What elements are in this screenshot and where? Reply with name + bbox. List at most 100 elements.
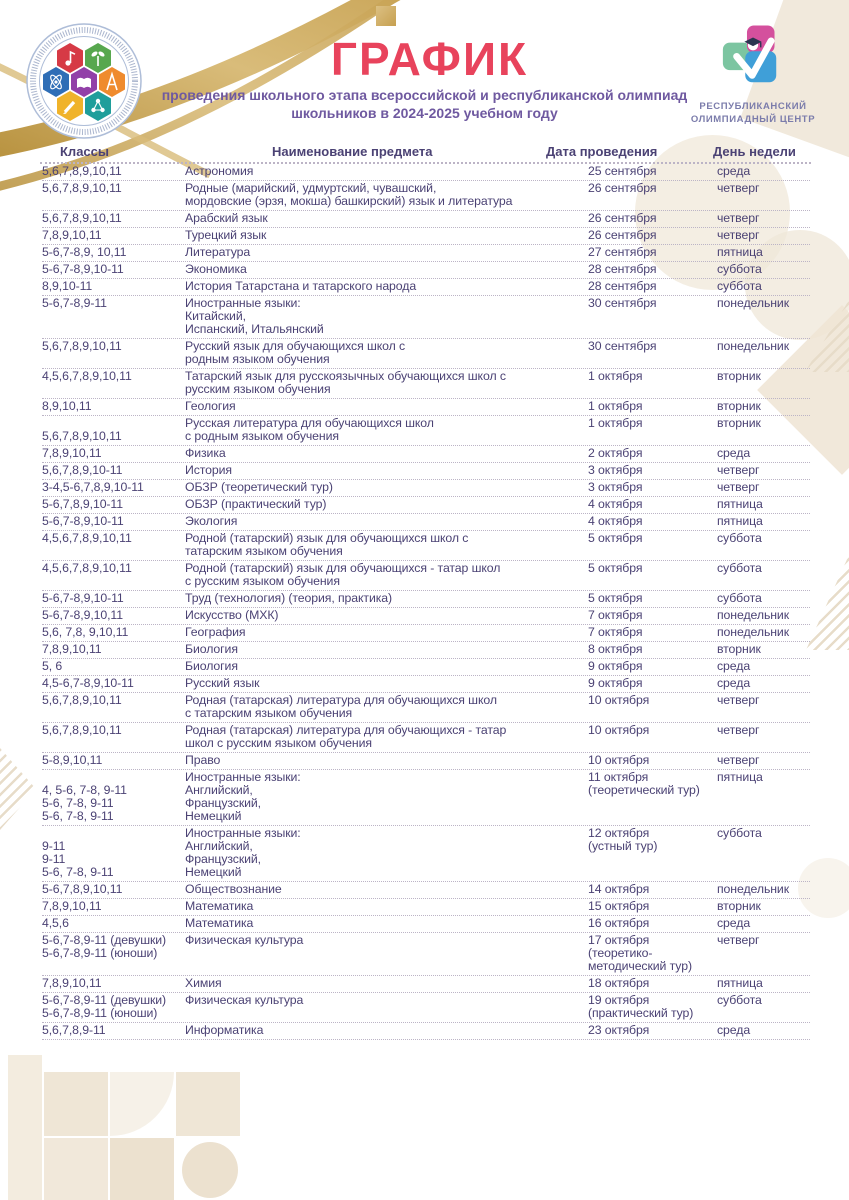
subject-cell: Физическая культура <box>185 993 304 1007</box>
table-row: 5-6,7-8,9,10-11 Труд (технология) (теори… <box>42 591 810 608</box>
classes-cell: 5,6,7,8,9,10-11 <box>42 463 123 477</box>
date-cell: 7 октября <box>588 625 643 639</box>
table-row: 5-8,9,10,11 Право 10 октября четверг <box>42 753 810 770</box>
day-cell: суббота <box>717 993 762 1007</box>
subject-cell: Астрономия <box>185 164 254 178</box>
classes-cell: 7,8,9,10,11 <box>42 976 102 990</box>
subject-cell: Русский язык для обучающихся школ с родн… <box>185 339 406 366</box>
gold-square-decoration <box>376 6 396 26</box>
table-row: 5-6,7,8,9,10,11 Обществознание 14 октябр… <box>42 882 810 899</box>
page-title: ГРАФИК <box>330 33 529 85</box>
day-cell: понедельник <box>717 625 789 639</box>
tile-pattern-decoration <box>0 1050 260 1200</box>
classes-cell: 8,9,10,11 <box>42 399 92 413</box>
classes-cell: 5,6,7,8,9,10,11 <box>42 211 122 225</box>
day-cell: суббота <box>717 591 762 605</box>
classes-cell: 5,6,7,8,9,10,11 <box>42 164 122 178</box>
day-cell: среда <box>717 659 751 673</box>
pencil-hexagon-icon <box>57 91 83 121</box>
table-row: 5,6,7,8,9,10,11 Родная (татарская) литер… <box>42 723 810 753</box>
subject-cell: География <box>185 625 246 639</box>
day-cell: четверг <box>717 753 760 767</box>
day-cell: среда <box>717 164 751 178</box>
day-cell: четверг <box>717 463 760 477</box>
day-cell: суббота <box>717 561 762 575</box>
subject-cell: Биология <box>185 659 238 673</box>
compass-hexagon-icon <box>99 67 125 97</box>
molecule-hexagon-icon <box>85 91 111 121</box>
day-cell: пятница <box>717 497 763 511</box>
classes-cell: 5,6,7,8,9,10,11 <box>42 181 122 195</box>
table-row: 7,8,9,10,11 Физика 2 октября среда <box>42 446 810 463</box>
day-cell: четверг <box>717 723 760 737</box>
table-row: 5-6,7-8,9-11 Иностранные языки: Китайски… <box>42 296 810 339</box>
date-cell: 9 октября <box>588 659 643 673</box>
subject-cell: Физическая культура <box>185 933 304 947</box>
date-cell: 2 октября <box>588 446 643 460</box>
date-cell: 10 октября <box>588 723 650 737</box>
table-row: 5,6,7,8,9,10,11 Родные (марийский, удмур… <box>42 181 810 211</box>
atom-hexagon-icon <box>43 67 69 97</box>
subject-cell: Родная (татарская) литература для обучаю… <box>185 723 507 750</box>
classes-cell: 5-6,7-8,9,10-11 <box>42 591 124 605</box>
day-cell: четверг <box>717 228 760 242</box>
date-cell: 5 октября <box>588 561 643 575</box>
classes-cell: 5,6, 7,8, 9,10,11 <box>42 625 129 639</box>
table-header-row: Классы Наименование предмета Дата провед… <box>40 143 811 164</box>
table-row: 5-6,7-8,9,10-11 Экология 4 октября пятни… <box>42 514 810 531</box>
classes-cell: 4,5,6,7,8,9,10,11 <box>42 531 132 545</box>
table-row: 5,6,7,8,9,10,11 Русская литература для о… <box>42 416 810 446</box>
subject-cell: ОБЗР (практический тур) <box>185 497 327 511</box>
subject-cell: Искусство (МХК) <box>185 608 279 622</box>
date-cell: 16 октября <box>588 916 650 930</box>
subject-cell: Экономика <box>185 262 247 276</box>
classes-cell: 7,8,9,10,11 <box>42 642 102 656</box>
subject-cell: История Татарстана и татарского народа <box>185 279 417 293</box>
classes-cell: 5-6,7-8,9,10,11 <box>42 608 123 622</box>
date-cell: 5 октября <box>588 531 643 545</box>
date-cell: 5 октября <box>588 591 643 605</box>
day-cell: четверг <box>717 181 760 195</box>
day-cell: четверг <box>717 211 760 225</box>
classes-cell: 5-6,7,8,9,10-11 <box>42 497 123 511</box>
classes-cell: 5-6,7-8,9-11 (девушки) 5-6,7-8,9-11 (юно… <box>42 933 167 960</box>
book-hexagon-icon <box>71 67 97 97</box>
day-cell: понедельник <box>717 882 789 896</box>
date-cell: 1 октября <box>588 399 643 413</box>
date-cell: 7 октября <box>588 608 643 622</box>
subject-cell: Родной (татарский) язык для обучающихся … <box>185 561 501 588</box>
classes-cell: 5,6,7,8,9-11 <box>42 1023 106 1037</box>
classes-cell: 5-6,7-8,9, 10,11 <box>42 245 127 259</box>
classes-cell: 5-8,9,10,11 <box>42 753 103 767</box>
table-row: 5,6,7,8,9,10,11 Арабский язык 26 сентябр… <box>42 211 810 228</box>
day-cell: среда <box>717 676 751 690</box>
classes-cell: 5,6,7,8,9,10,11 <box>42 429 122 443</box>
column-header-classes: Классы <box>60 144 109 159</box>
classes-cell: 9-11 9-11 5-6, 7-8, 9-11 <box>42 839 114 879</box>
date-cell: 25 сентября <box>588 164 657 178</box>
day-cell: пятница <box>717 514 763 528</box>
date-cell: 26 сентября <box>588 181 657 195</box>
date-cell: 28 сентября <box>588 262 657 276</box>
day-cell: вторник <box>717 642 761 656</box>
table-row: 3-4,5-6,7,8,9,10-11 ОБЗР (теоретический … <box>42 480 810 497</box>
table-row: 4,5,6,7,8,9,10,11 Татарский язык для рус… <box>42 369 810 399</box>
table-row: 5-6,7-8,9-11 (девушки) 5-6,7-8,9-11 (юно… <box>42 993 810 1023</box>
date-cell: 23 октября <box>588 1023 650 1037</box>
subject-cell: Родные (марийский, удмуртский, чувашский… <box>185 181 513 208</box>
date-cell: 1 октября <box>588 369 643 383</box>
subject-cell: ОБЗР (теоретический тур) <box>185 480 333 494</box>
date-cell: 1 октября <box>588 416 643 430</box>
day-cell: пятница <box>717 976 763 990</box>
subject-cell: Биология <box>185 642 238 656</box>
table-row: 4,5,6 Математика 16 октября среда <box>42 916 810 933</box>
column-header-day: День недели <box>713 144 796 159</box>
day-cell: понедельник <box>717 608 789 622</box>
classes-cell: 4,5-6,7-8,9,10-11 <box>42 676 134 690</box>
day-cell: среда <box>717 446 751 460</box>
day-cell: четверг <box>717 693 760 707</box>
table-row: 9-11 9-11 5-6, 7-8, 9-11 Иностранные язы… <box>42 826 810 882</box>
table-row: 8,9,10-11 История Татарстана и татарског… <box>42 279 810 296</box>
table-row: 5,6,7,8,9,10,11 Родная (татарская) литер… <box>42 693 810 723</box>
date-cell: 8 октября <box>588 642 643 656</box>
